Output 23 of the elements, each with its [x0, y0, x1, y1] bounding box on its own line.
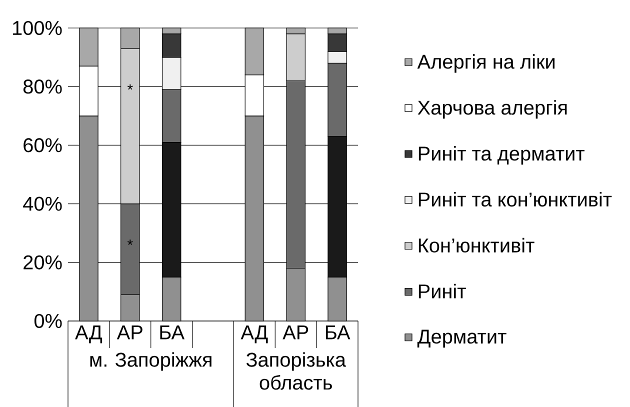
- legend-label: Дерматит: [417, 330, 506, 348]
- annotation: *: [127, 240, 133, 245]
- annotation: *: [127, 84, 133, 90]
- x-tick-label: АР: [116, 326, 142, 340]
- text: м. Запоріжжя: [90, 352, 212, 371]
- text: Запорізька область: [246, 352, 346, 390]
- legend-label: Риніт та дерматит: [418, 146, 584, 165]
- y-tick-label: 40%: [23, 196, 62, 211]
- y-tick-label: 0%: [34, 314, 62, 328]
- legend-label: Алергія на ліки: [417, 54, 554, 73]
- legend-label: Кон’юнктивіт: [418, 238, 534, 253]
- x-tick-label: АР: [282, 326, 308, 340]
- x-tick-label: БА: [160, 326, 185, 340]
- y-tick-label: 20%: [24, 255, 62, 270]
- x-tick-label: БА: [326, 326, 350, 340]
- legend-label: Риніт: [418, 284, 466, 298]
- legend-label: Риніт та кон’юнктивіт: [418, 192, 612, 207]
- y-tick-label: 60%: [24, 138, 62, 152]
- x-tick-label: АД: [240, 326, 268, 344]
- y-tick-label: 100%: [13, 20, 62, 36]
- legend-label: Харчова алергія: [418, 100, 567, 119]
- x-tick-label: АД: [75, 326, 102, 344]
- y-tick-label: 80%: [23, 80, 62, 94]
